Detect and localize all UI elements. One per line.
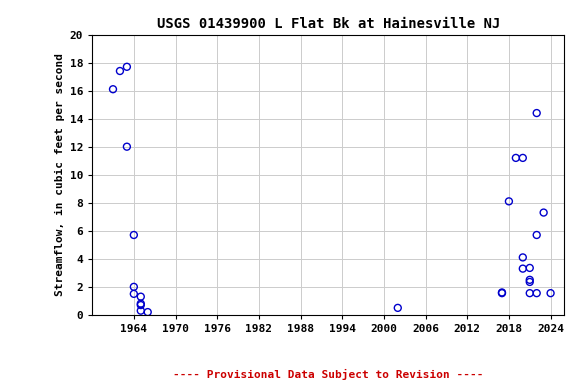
Point [525, 277, 535, 283]
Point [539, 210, 548, 216]
Point [136, 308, 145, 314]
Point [122, 64, 131, 70]
Point [518, 266, 528, 272]
Point [525, 290, 535, 296]
Point [525, 265, 535, 271]
Point [525, 279, 535, 285]
Point [546, 290, 555, 296]
Point [505, 198, 514, 204]
Point [122, 144, 131, 150]
Point [518, 254, 528, 260]
Title: USGS 01439900 L Flat Bk at Hainesville NJ: USGS 01439900 L Flat Bk at Hainesville N… [157, 17, 500, 31]
Point [532, 232, 541, 238]
Point [497, 290, 506, 296]
Point [136, 294, 145, 300]
Point [129, 232, 138, 238]
Point [136, 302, 145, 308]
Point [143, 309, 152, 315]
Point [511, 155, 521, 161]
Point [497, 290, 506, 296]
Point [108, 86, 118, 92]
Point [129, 284, 138, 290]
Point [129, 291, 138, 297]
Point [115, 68, 124, 74]
Point [532, 110, 541, 116]
Point [136, 301, 145, 307]
Text: ---- Provisional Data Subject to Revision ----: ---- Provisional Data Subject to Revisio… [173, 369, 484, 380]
Point [393, 305, 403, 311]
Point [532, 290, 541, 296]
Y-axis label: Streamflow, in cubic feet per second: Streamflow, in cubic feet per second [55, 53, 66, 296]
Point [518, 155, 528, 161]
